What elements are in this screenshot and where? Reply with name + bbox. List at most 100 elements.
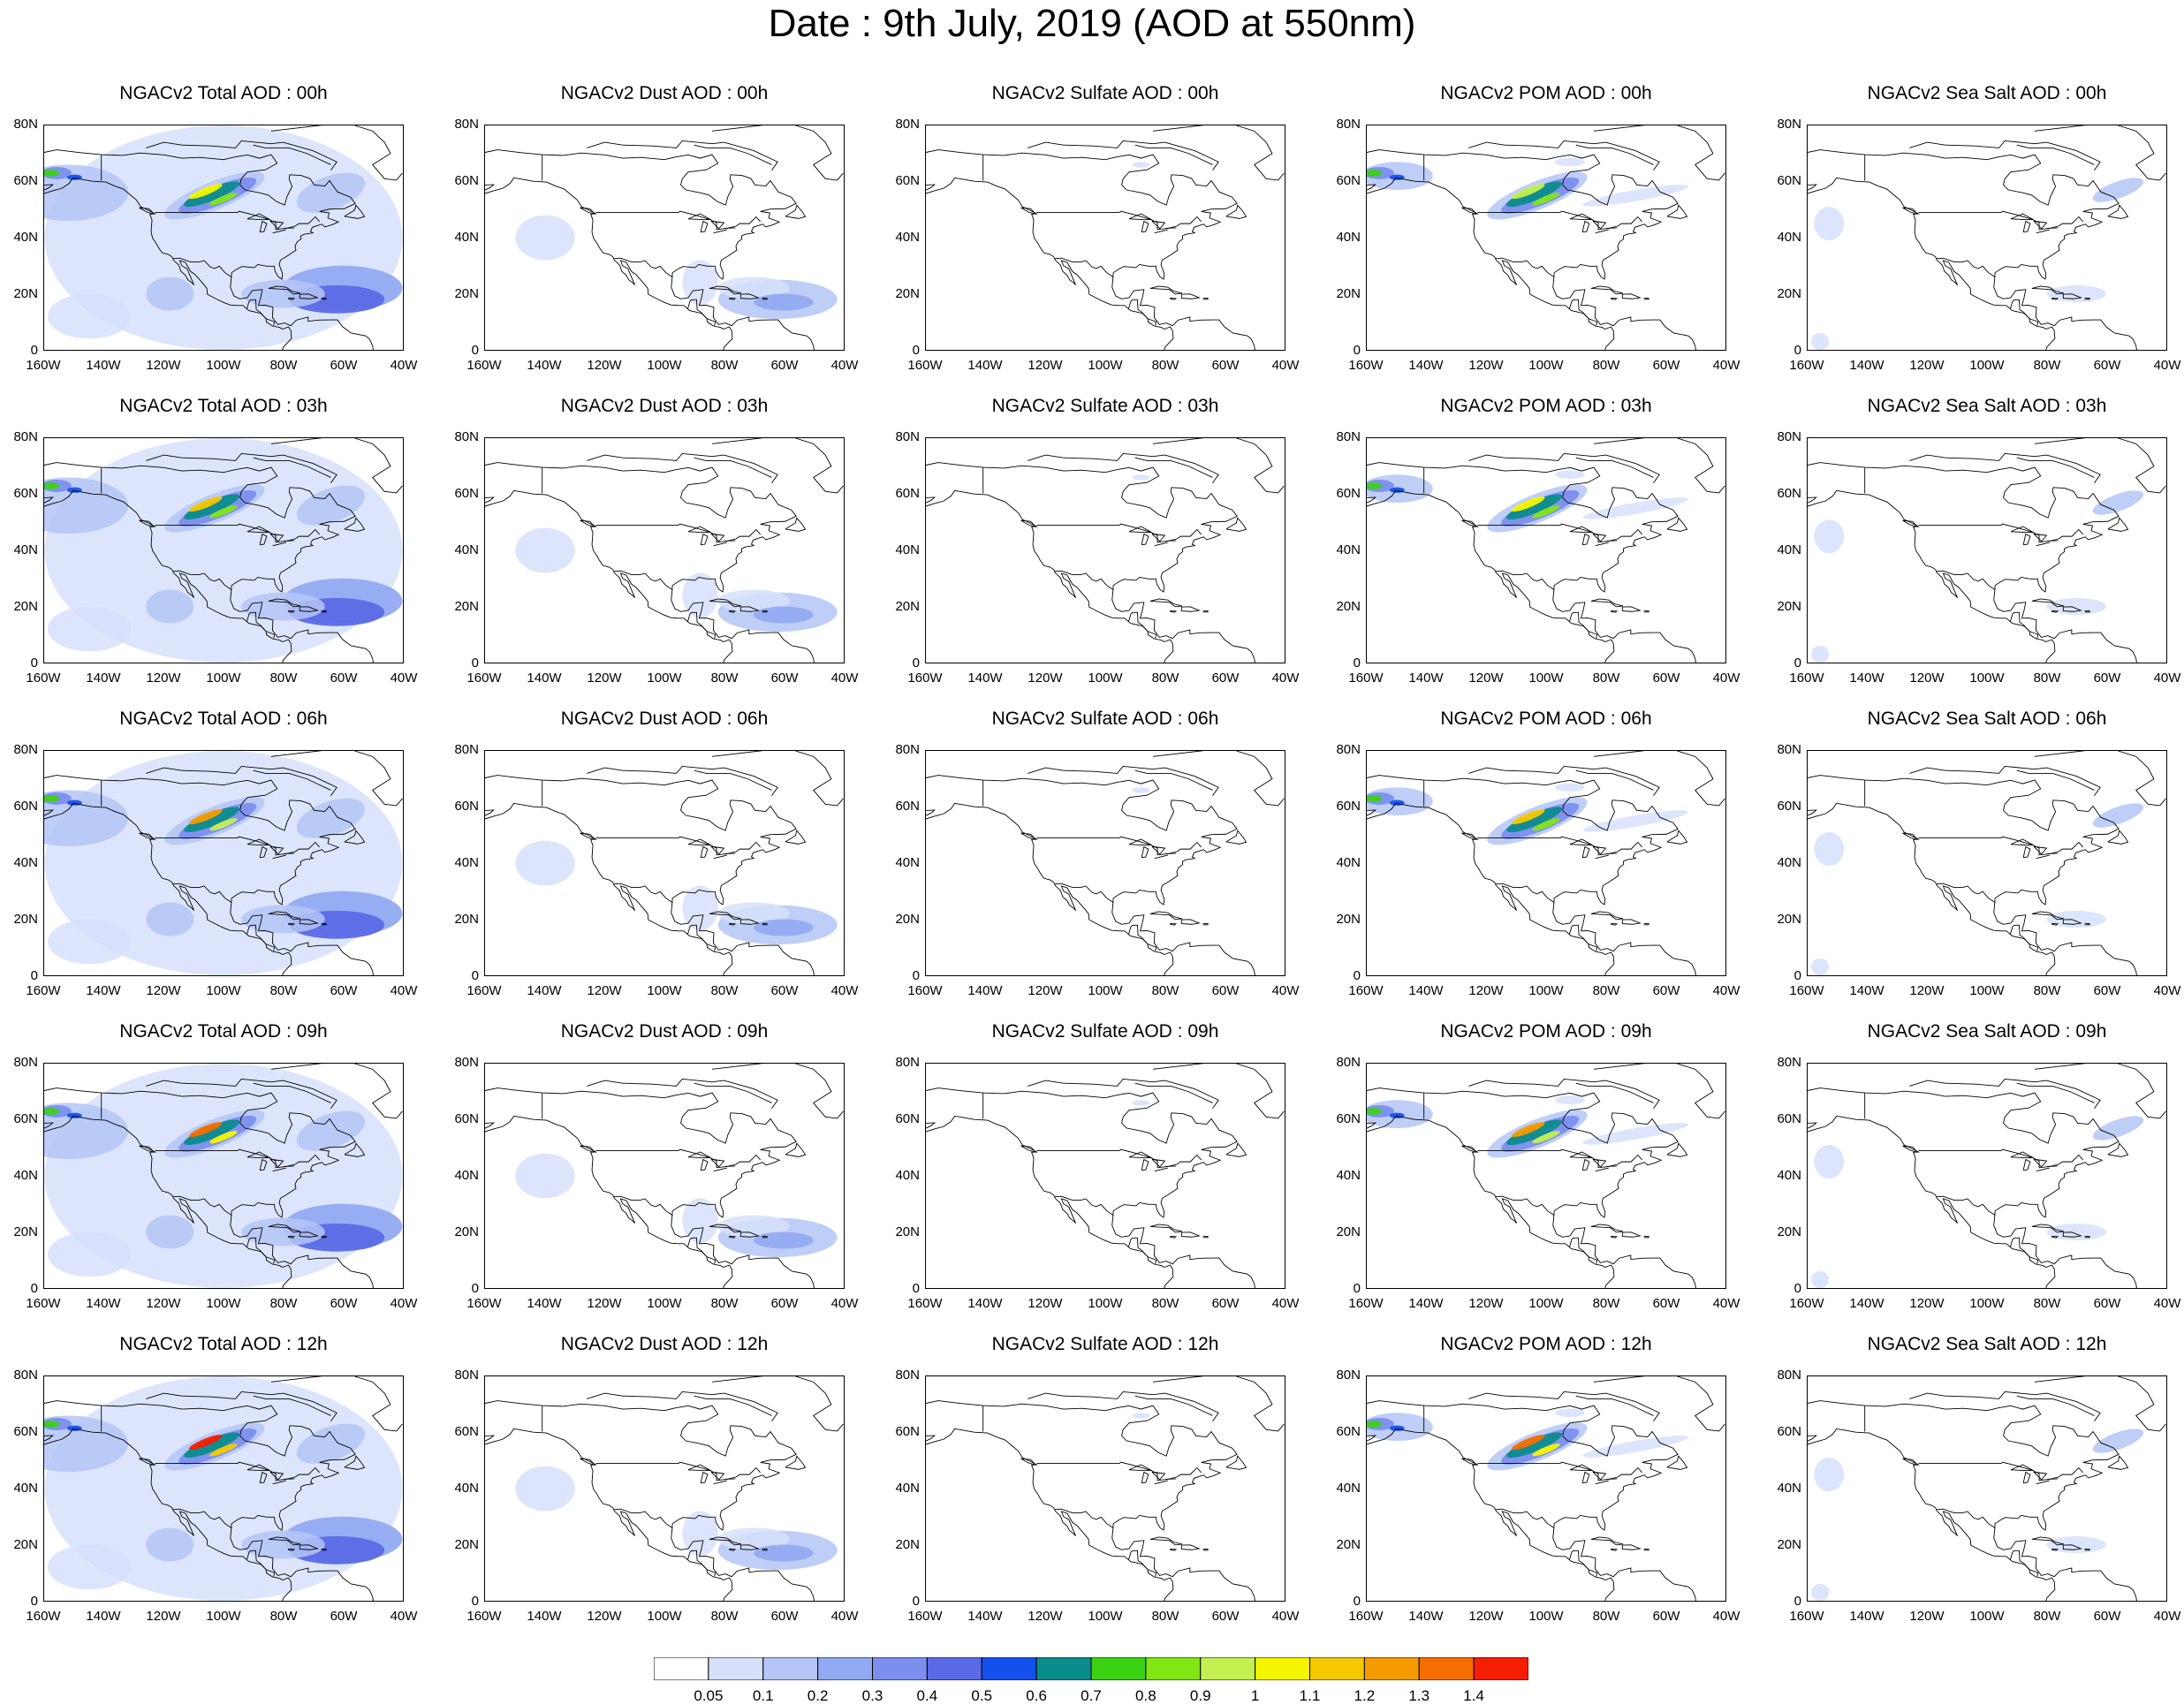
coastline — [1592, 1158, 1607, 1168]
coastline — [288, 610, 296, 613]
coastline — [1367, 1087, 1697, 1288]
coastline — [739, 606, 760, 612]
coastline — [284, 1478, 295, 1480]
coastline — [321, 297, 327, 300]
coastline — [254, 1550, 276, 1577]
aod-field-patch — [1810, 645, 1830, 663]
panel-title-pom-r4: NGACv2 POM AOD : 12h — [1440, 1334, 1652, 1354]
panel-title-total-r4: NGACv2 Total AOD : 12h — [119, 1334, 328, 1354]
y-tick-label: 20N — [1336, 1224, 1361, 1239]
coastline — [1154, 1167, 1168, 1172]
coastline — [1028, 141, 1064, 148]
aod-field-patch — [2046, 1535, 2106, 1554]
x-tick-label: 100W — [1088, 1609, 1123, 1624]
coastline — [713, 854, 727, 860]
x-tick-label: 80W — [1592, 1609, 1620, 1624]
y-tick-label: 0 — [1793, 343, 1801, 358]
coastline — [1477, 1461, 1642, 1481]
coastline — [595, 1148, 761, 1169]
coastline — [1936, 1508, 1996, 1529]
coastline — [1149, 598, 1183, 608]
x-tick-label: 120W — [587, 983, 622, 998]
coastline — [2010, 213, 2035, 221]
coastline — [1367, 1115, 1615, 1288]
panel-title-sulfate-r0: NGACv2 Sulfate AOD : 00h — [991, 83, 1219, 103]
x-tick-label: 140W — [86, 671, 121, 686]
y-tick-label: 60N — [454, 1111, 479, 1126]
x-tick-label: 140W — [1408, 671, 1444, 686]
aod-field-patch — [188, 1122, 223, 1138]
coastline — [1504, 1078, 1660, 1110]
aod-field-patch — [754, 1544, 814, 1562]
coastline — [1590, 1224, 1624, 1233]
x-tick-label: 40W — [1712, 671, 1740, 686]
aod-field-patch — [1555, 157, 1585, 167]
aod-field-patch — [1367, 170, 1383, 177]
coastline — [270, 1376, 322, 1383]
colorbar-label: 0.6 — [1026, 1687, 1047, 1704]
x-tick-label: 140W — [1849, 358, 1884, 373]
y-tick-label: 60N — [1777, 173, 1801, 188]
x-tick-label: 80W — [2033, 1609, 2061, 1624]
coastline — [587, 1080, 623, 1087]
aod-field-patch — [44, 795, 60, 802]
y-tick-label: 20N — [1777, 286, 1801, 301]
colorbar-swatch — [1145, 1657, 1202, 1680]
aod-field-patch — [515, 215, 575, 261]
coastline — [710, 1158, 725, 1168]
coastline — [1666, 830, 1688, 845]
coastline — [2009, 611, 2020, 623]
aod-field-patch — [184, 494, 239, 520]
coastline — [1477, 1148, 1642, 1169]
x-tick-label: 100W — [647, 983, 682, 998]
y-tick-label: 40N — [454, 1481, 479, 1496]
y-tick-label: 80N — [1777, 117, 1801, 132]
y-tick-label: 80N — [454, 429, 479, 444]
colorbar-swatch — [708, 1657, 764, 1680]
coastline — [587, 141, 623, 148]
y-tick-label: 40N — [1777, 1168, 1801, 1183]
coastline — [795, 438, 844, 494]
x-tick-label: 160W — [466, 1609, 502, 1624]
coastline — [1028, 767, 1064, 774]
aod-field-patch — [1532, 1131, 1560, 1144]
coastline — [254, 299, 276, 326]
coastline — [253, 457, 331, 478]
x-tick-label: 100W — [1528, 983, 1564, 998]
x-tick-label: 60W — [1652, 1296, 1680, 1311]
coastline — [1581, 533, 1590, 546]
coastline — [1461, 832, 1477, 840]
coastline — [1477, 210, 1642, 231]
x-tick-label: 120W — [1028, 1296, 1063, 1311]
coastline — [1592, 845, 1607, 855]
y-tick-label: 60N — [13, 1111, 38, 1126]
y-tick-label: 80N — [13, 429, 38, 444]
coastline — [1504, 140, 1660, 171]
colorbar-label: 0.8 — [1135, 1687, 1156, 1704]
aod-field-patch — [754, 1231, 814, 1249]
panel-title-seasalt-r0: NGACv2 Sea Salt AOD : 00h — [1867, 83, 2107, 103]
x-tick-label: 60W — [1652, 1609, 1680, 1624]
coastline — [1909, 1080, 1945, 1087]
x-tick-label: 80W — [1151, 983, 1179, 998]
coastline — [1063, 765, 1219, 797]
x-tick-label: 160W — [907, 983, 943, 998]
coastline — [1180, 293, 1201, 299]
coastline — [1170, 922, 1178, 926]
coastline — [613, 1195, 673, 1216]
coastline — [284, 540, 295, 542]
coastline — [1468, 1392, 1505, 1399]
coastline — [2016, 1395, 2095, 1416]
x-tick-label: 120W — [146, 983, 181, 998]
aod-field-patch — [1506, 807, 1562, 833]
coastline — [1063, 1078, 1219, 1110]
coastline — [2036, 542, 2050, 547]
x-tick-label: 60W — [770, 671, 799, 686]
coastline — [1918, 1461, 2083, 1481]
x-tick-label: 120W — [1909, 671, 1945, 686]
coastline — [710, 220, 725, 230]
x-tick-label: 100W — [206, 983, 241, 998]
x-tick-label: 80W — [1592, 671, 1620, 686]
coastline — [785, 830, 807, 845]
coastline — [1141, 845, 1149, 859]
